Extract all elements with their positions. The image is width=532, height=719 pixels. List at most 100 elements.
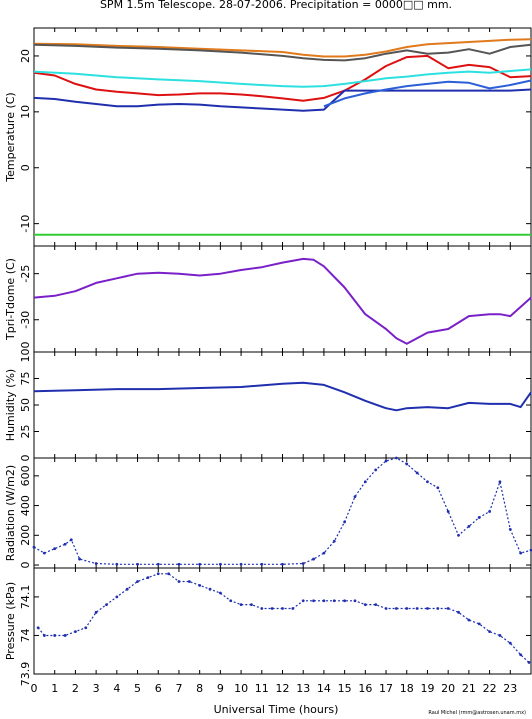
radiation-data-point <box>488 510 491 513</box>
radiation-data-point <box>467 524 471 528</box>
pressure-data-point <box>488 630 491 633</box>
pressure-plot-frame <box>33 567 532 675</box>
x-tick-label: 12 <box>276 682 290 695</box>
radiation-data-point <box>384 459 388 463</box>
x-tick-label: 6 <box>155 682 162 695</box>
pressure-data-point <box>332 599 336 603</box>
pressure-y-tick-label: 73.9 <box>19 662 32 687</box>
humidity-y-axis-label: Humidity (%) <box>4 369 17 441</box>
radiation-data-point <box>363 480 367 484</box>
temperature-y-tick-label: 0 <box>19 164 32 171</box>
humidity-y-tick-label: 50 <box>19 398 32 412</box>
radiation-data-point <box>519 551 523 555</box>
humidity-y-tick-label: 25 <box>19 425 32 439</box>
radiation-data-point <box>498 480 502 484</box>
pressure-data-point <box>405 607 409 610</box>
x-tick-label: 18 <box>400 682 414 695</box>
pressure-data-point <box>42 634 46 637</box>
radiation-data-point <box>322 551 326 555</box>
x-tick-label: 5 <box>134 682 141 695</box>
pressure-data-point <box>74 630 77 633</box>
temperature-series-2 <box>33 54 532 102</box>
x-tick-label: 1 <box>51 682 58 695</box>
pressure-data-point <box>239 603 243 607</box>
x-tick-label: 15 <box>338 682 352 695</box>
radiation-data-point <box>53 547 57 551</box>
radiation-data-point <box>457 533 460 537</box>
pressure-data-point <box>322 599 326 603</box>
pressure-data-point <box>363 603 367 607</box>
pressure-data-point <box>498 634 502 637</box>
pressure-data-point <box>36 626 40 630</box>
pressure-series-0 <box>37 573 530 663</box>
chart-panels: -10 0 10 20 Temperature (C) -25 -30Tpri-Tdome … <box>4 27 532 687</box>
pressure-data-point <box>281 607 284 610</box>
radiation-data-point <box>405 462 409 466</box>
x-tick-label: 4 <box>113 682 120 695</box>
radiation-data-point <box>32 545 36 549</box>
pressure-data-point <box>343 599 347 603</box>
pressure-data-point <box>146 576 150 580</box>
pressure-data-point <box>105 603 108 607</box>
radiation-data-point <box>394 456 398 460</box>
x-tick-label: 11 <box>255 682 269 695</box>
radiation-data-point <box>332 539 336 543</box>
pressure-data-point <box>177 580 181 583</box>
pressure-data-point <box>229 599 233 603</box>
tpri-tdome-y-axis-label: Tpri-Tdome (C) <box>4 258 17 341</box>
radiation-data-point <box>353 495 357 499</box>
x-tick-label: 10 <box>234 682 248 695</box>
temperature-series-0 <box>33 38 532 58</box>
radiation-data-point <box>156 562 160 566</box>
x-tick-label: 0 <box>31 682 38 695</box>
radiation-data-point <box>343 520 347 524</box>
radiation-data-point <box>436 486 440 490</box>
radiation-data-point <box>115 562 119 566</box>
radiation-y-tick-label: 400 <box>19 495 32 516</box>
pressure-data-point <box>208 587 212 591</box>
pressure-data-point <box>508 641 512 645</box>
x-tick-label: 9 <box>217 682 224 695</box>
pressure-y-tick-label: 74 <box>19 628 32 642</box>
x-tick-label: 3 <box>93 682 100 695</box>
humidity-y-tick-label: 100 <box>19 342 32 363</box>
x-tick-label: 16 <box>358 682 372 695</box>
author-credit: Raul Michel (rmm@astrosen.unam.mx) <box>428 710 526 716</box>
figure-title: SPM 1.5m Telescope. 28-07-2006. Precipit… <box>100 0 452 11</box>
pressure-data-point <box>125 587 129 591</box>
pressure-data-point <box>270 607 274 610</box>
pressure-data-point <box>156 572 160 576</box>
x-tick-label: 20 <box>441 682 455 695</box>
x-tick-label: 2 <box>72 682 79 695</box>
radiation-data-point <box>42 551 46 555</box>
humidity-series-0 <box>33 381 532 412</box>
radiation-data-point <box>281 562 284 566</box>
pressure-data-point <box>527 661 531 664</box>
pressure-data-point <box>312 599 315 603</box>
pressure-data-point <box>353 599 357 603</box>
radiation-data-point <box>312 557 315 561</box>
pressure-data-point <box>446 607 450 610</box>
pressure-data-point <box>260 607 264 610</box>
radiation-data-point <box>198 562 202 566</box>
temperature-panel: -10 0 10 20 Temperature (C) <box>4 27 532 247</box>
radiation-data-point <box>446 510 450 513</box>
pressure-data-point <box>115 595 119 599</box>
pressure-data-point <box>63 634 67 637</box>
radiation-data-point <box>529 548 532 552</box>
radiation-data-point <box>508 527 512 531</box>
radiation-data-point <box>301 562 305 565</box>
temperature-y-tick-label: 20 <box>19 49 32 63</box>
pressure-data-point <box>394 607 398 610</box>
pressure-y-axis-label: Pressure (kPa) <box>4 582 17 660</box>
x-axis: 0 1 2 3 4 5 6 7 8 9 10 11 12 13 14 15 16 17 18 19 20 21 22 23 <box>31 682 518 695</box>
radiation-data-point <box>426 480 429 484</box>
temperature-y-axis-label: Temperature (C) <box>4 92 17 182</box>
pressure-data-point <box>374 603 378 607</box>
radiation-y-tick-label: 200 <box>19 525 32 546</box>
x-tick-label: 22 <box>483 682 497 695</box>
